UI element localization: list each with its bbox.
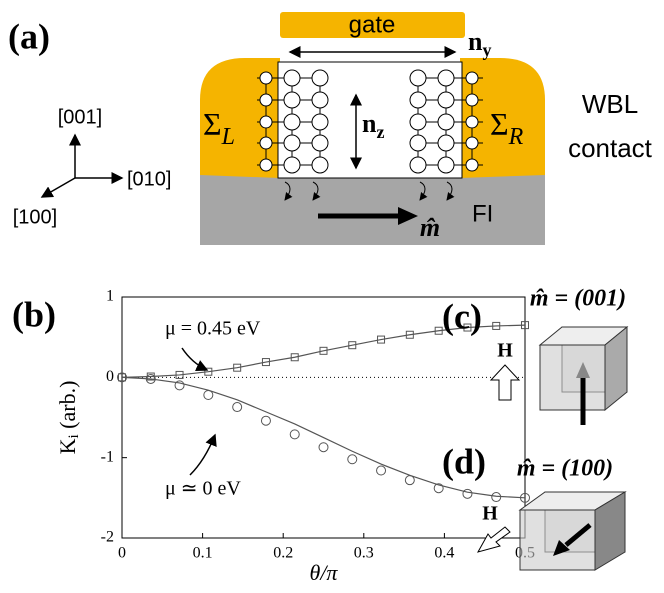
ny-label: ny	[468, 27, 491, 60]
site	[466, 137, 478, 149]
x-tick-label: 0.2	[273, 545, 293, 562]
site	[312, 157, 328, 173]
site	[438, 157, 454, 173]
point	[492, 493, 501, 502]
site	[260, 72, 272, 84]
y-label-base: K	[55, 438, 80, 454]
field-label: H	[497, 340, 513, 362]
y-tick-label: -2	[101, 529, 114, 546]
site	[466, 94, 478, 106]
point	[290, 430, 299, 439]
cube	[540, 327, 627, 425]
axis-label: [010]	[127, 168, 171, 190]
site	[284, 114, 300, 130]
y-tick-label: 1	[106, 288, 114, 305]
site	[438, 114, 454, 130]
m-label: m̂ = (001)	[530, 286, 626, 312]
site	[466, 116, 478, 128]
site	[410, 157, 426, 173]
contact-label: contact	[568, 133, 653, 163]
x-tick-label: 0	[118, 545, 126, 562]
y-label-rest: (arb.)	[55, 381, 80, 435]
cube	[520, 492, 625, 570]
point	[348, 455, 357, 464]
annotation: μ ≃ 0 eV	[165, 478, 241, 500]
field-arrow	[491, 365, 519, 400]
x-axis-label: θ/π	[310, 560, 339, 585]
sigma-base: Σ	[490, 106, 509, 142]
x-tick-label: 0.1	[193, 545, 213, 562]
y-tick-label: 0	[106, 368, 114, 385]
site	[312, 114, 328, 130]
site	[260, 116, 272, 128]
site	[466, 72, 478, 84]
site	[284, 70, 300, 86]
m-label: m̂	[420, 213, 440, 242]
y-axis-label: Ki (arb.)	[55, 381, 82, 455]
site	[312, 135, 328, 151]
ny-base: n	[468, 27, 483, 56]
annotation-arrow	[182, 348, 207, 370]
annotation: μ = 0.45 eV	[165, 318, 261, 340]
site	[410, 70, 426, 86]
site	[312, 70, 328, 86]
panel-label: (c)	[442, 296, 482, 336]
point	[377, 466, 386, 475]
site	[284, 92, 300, 108]
site	[260, 137, 272, 149]
sigma-base: Σ	[203, 106, 222, 142]
panel-label: (b)	[12, 294, 56, 334]
axes-triad	[42, 135, 122, 197]
site	[260, 159, 272, 171]
site	[410, 92, 426, 108]
contact-label: WBL	[582, 89, 638, 119]
nz-sub: z	[376, 122, 384, 142]
site	[312, 92, 328, 108]
gate-label: gate	[349, 11, 396, 38]
fi-label: FI	[472, 200, 493, 227]
point	[261, 416, 270, 425]
site	[410, 114, 426, 130]
site	[410, 135, 426, 151]
site	[466, 159, 478, 171]
site	[438, 92, 454, 108]
y-tick-label: -1	[101, 448, 114, 465]
point	[463, 489, 472, 498]
figure: (a) [001] [010] [100] gate ny nz ΣL ΣR W…	[0, 0, 664, 593]
sigma-sub: L	[221, 124, 235, 150]
ny-sub: y	[482, 40, 491, 60]
site	[438, 70, 454, 86]
point	[319, 443, 328, 452]
axis-label: [100]	[13, 206, 57, 228]
axis-label: [001]	[58, 106, 102, 128]
panel-label: (d)	[442, 441, 486, 481]
site	[284, 135, 300, 151]
nz-base: n	[362, 109, 377, 138]
site	[260, 94, 272, 106]
x-tick-label: 0.4	[434, 545, 454, 562]
m-label: m̂ = (100)	[517, 456, 613, 482]
field-arrow	[478, 527, 510, 552]
x-tick-label: 0.3	[354, 545, 374, 562]
panel-label: (a)	[8, 16, 50, 56]
field-label: H	[482, 503, 498, 525]
site	[284, 157, 300, 173]
annotation-arrow	[190, 435, 215, 475]
site	[438, 135, 454, 151]
point	[233, 403, 242, 412]
sigma-sub: R	[508, 124, 524, 150]
